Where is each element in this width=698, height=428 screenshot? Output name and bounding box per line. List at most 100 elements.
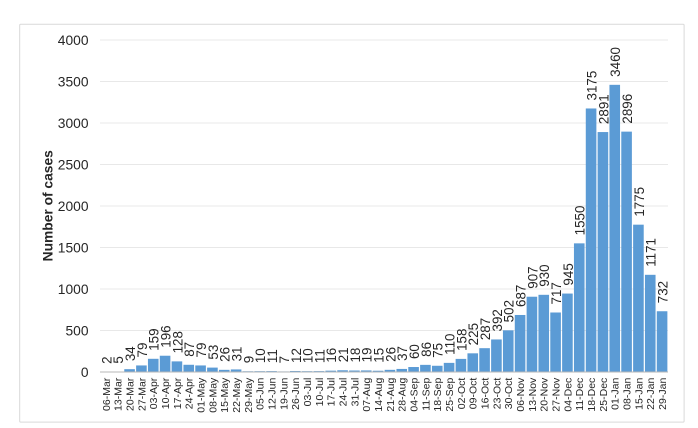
svg-text:23-Oct: 23-Oct: [491, 378, 503, 410]
svg-text:159: 159: [147, 328, 162, 350]
svg-text:930: 930: [537, 264, 552, 286]
svg-text:16: 16: [324, 348, 339, 363]
svg-text:01-Jan: 01-Jan: [610, 378, 622, 410]
svg-text:86: 86: [419, 342, 434, 357]
svg-text:1500: 1500: [58, 240, 89, 255]
svg-text:08-May: 08-May: [207, 377, 219, 413]
svg-text:2500: 2500: [58, 157, 89, 172]
svg-text:717: 717: [549, 282, 564, 304]
svg-text:26-Jun: 26-Jun: [290, 378, 302, 410]
svg-text:732: 732: [656, 281, 671, 303]
svg-text:225: 225: [466, 323, 481, 345]
svg-text:128: 128: [170, 331, 185, 353]
svg-text:0: 0: [81, 365, 89, 380]
svg-text:3500: 3500: [58, 74, 89, 89]
svg-text:18-Sep: 18-Sep: [432, 378, 444, 412]
svg-text:09-Oct: 09-Oct: [468, 378, 480, 410]
svg-text:1000: 1000: [58, 282, 89, 297]
svg-text:79: 79: [194, 343, 209, 358]
svg-text:17-Apr: 17-Apr: [172, 377, 184, 409]
svg-text:25-Sep: 25-Sep: [444, 378, 456, 412]
svg-text:15-Jan: 15-Jan: [633, 378, 645, 410]
svg-text:53: 53: [206, 345, 221, 360]
svg-text:11-Dec: 11-Dec: [574, 378, 586, 411]
svg-text:26: 26: [218, 347, 233, 362]
svg-text:04-Sep: 04-Sep: [408, 378, 420, 412]
svg-text:3175: 3175: [585, 71, 600, 101]
svg-text:20-Mar: 20-Mar: [124, 377, 136, 411]
svg-text:2: 2: [99, 356, 114, 363]
svg-text:26: 26: [383, 347, 398, 362]
svg-text:75: 75: [431, 343, 446, 358]
svg-text:34: 34: [123, 346, 138, 361]
svg-text:13-Nov: 13-Nov: [527, 377, 539, 412]
svg-text:79: 79: [135, 343, 150, 358]
svg-text:08-Jan: 08-Jan: [621, 378, 633, 410]
svg-text:07-Aug: 07-Aug: [361, 378, 373, 412]
svg-text:06-Mar: 06-Mar: [101, 377, 113, 411]
svg-text:05-Jun: 05-Jun: [255, 378, 267, 410]
svg-text:17-Jul: 17-Jul: [326, 378, 338, 407]
svg-text:158: 158: [454, 329, 469, 351]
svg-text:502: 502: [502, 300, 517, 322]
svg-text:22-May: 22-May: [231, 377, 243, 413]
svg-text:10: 10: [301, 348, 316, 363]
svg-text:14-Aug: 14-Aug: [373, 378, 385, 412]
svg-text:20-Nov: 20-Nov: [539, 377, 551, 412]
svg-text:12-Jun: 12-Jun: [266, 378, 278, 410]
svg-text:10: 10: [253, 348, 268, 363]
svg-text:9: 9: [241, 356, 256, 363]
svg-text:1550: 1550: [573, 206, 588, 236]
svg-text:2000: 2000: [58, 199, 89, 214]
svg-text:110: 110: [443, 334, 458, 355]
svg-text:30-Oct: 30-Oct: [503, 378, 515, 410]
svg-text:04-Dec: 04-Dec: [562, 378, 574, 412]
svg-text:287: 287: [478, 318, 493, 340]
svg-text:60: 60: [407, 344, 422, 359]
svg-text:25-Dec: 25-Dec: [598, 378, 610, 412]
svg-text:1775: 1775: [632, 187, 647, 217]
svg-text:87: 87: [182, 342, 197, 357]
svg-text:12: 12: [289, 348, 304, 363]
svg-text:27-Mar: 27-Mar: [136, 377, 148, 411]
svg-text:18: 18: [348, 348, 363, 363]
svg-text:392: 392: [490, 309, 505, 331]
svg-text:2891: 2891: [596, 94, 611, 124]
svg-text:10-Apr: 10-Apr: [160, 377, 172, 409]
svg-text:15: 15: [372, 348, 387, 363]
svg-text:18-Dec: 18-Dec: [586, 378, 598, 412]
svg-text:Number of cases: Number of cases: [41, 150, 56, 262]
svg-text:19: 19: [360, 348, 375, 363]
svg-text:31-Jul: 31-Jul: [349, 378, 361, 407]
svg-text:10-Jul: 10-Jul: [314, 378, 326, 407]
svg-text:7: 7: [277, 356, 292, 363]
svg-text:19-Jun: 19-Jun: [278, 378, 290, 410]
svg-text:29-Jan: 29-Jan: [657, 378, 669, 410]
svg-text:28-Aug: 28-Aug: [397, 378, 409, 412]
svg-text:907: 907: [525, 266, 540, 288]
svg-text:2896: 2896: [620, 94, 635, 124]
svg-text:5: 5: [111, 356, 126, 363]
svg-text:03-Apr: 03-Apr: [148, 377, 160, 409]
svg-text:500: 500: [65, 323, 88, 338]
svg-text:4000: 4000: [58, 33, 89, 48]
svg-text:11: 11: [265, 349, 280, 363]
svg-text:196: 196: [159, 325, 174, 347]
svg-text:687: 687: [514, 285, 529, 307]
svg-text:02-Oct: 02-Oct: [456, 378, 468, 410]
svg-text:03-Jul: 03-Jul: [302, 378, 314, 407]
svg-text:11-Sep: 11-Sep: [420, 378, 432, 411]
svg-text:11: 11: [312, 349, 327, 363]
svg-text:24-Apr: 24-Apr: [184, 377, 196, 409]
svg-text:15-May: 15-May: [219, 377, 231, 413]
svg-text:24-Jul: 24-Jul: [337, 378, 349, 407]
svg-text:21-Aug: 21-Aug: [385, 378, 397, 412]
svg-text:27-Nov: 27-Nov: [550, 377, 562, 412]
svg-text:3000: 3000: [58, 116, 89, 131]
svg-text:3460: 3460: [608, 47, 623, 77]
svg-text:37: 37: [395, 346, 410, 361]
svg-text:01-May: 01-May: [195, 377, 207, 413]
svg-text:06-Nov: 06-Nov: [515, 377, 527, 412]
svg-text:1171: 1171: [644, 238, 659, 267]
svg-text:29-May: 29-May: [243, 377, 255, 413]
